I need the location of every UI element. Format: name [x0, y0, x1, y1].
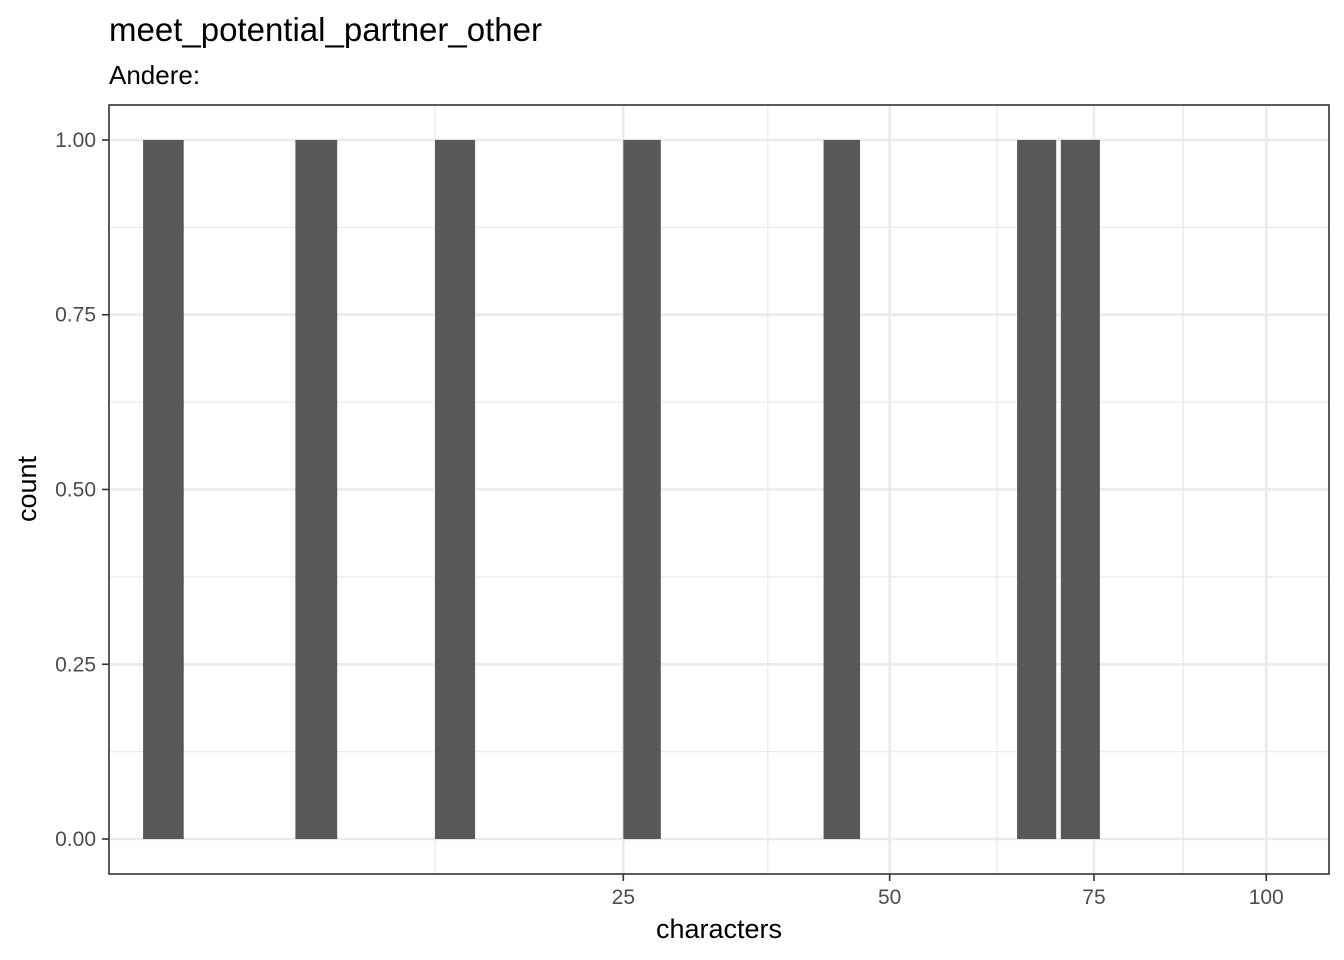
y-tick-label: 0.75 [55, 304, 96, 327]
x-tick-label: 75 [1082, 886, 1105, 909]
histogram-bar [623, 139, 661, 840]
x-tick-label: 100 [1249, 886, 1284, 909]
y-tick-label: 0.25 [55, 653, 96, 676]
x-axis-title: characters [656, 914, 782, 944]
histogram-bar [1017, 139, 1057, 840]
y-tick-label: 0.50 [55, 479, 96, 502]
chart-subtitle: Andere: [109, 60, 200, 90]
histogram-bar [1060, 139, 1100, 840]
y-tick-label: 0.00 [55, 828, 96, 851]
histogram-bar [435, 139, 476, 840]
y-tick-label: 1.00 [55, 129, 96, 152]
x-axis: 25 50 75 100 [612, 874, 1284, 909]
y-axis-title: count [12, 455, 42, 522]
histogram-bar [143, 139, 184, 840]
x-tick-label: 50 [878, 886, 901, 909]
histogram-bars [143, 139, 1100, 840]
x-tick-label: 25 [612, 886, 635, 909]
histogram-bar [295, 139, 338, 840]
chart-title: meet_potential_partner_other [109, 11, 542, 48]
histogram-bar [823, 139, 861, 840]
y-axis: 0.00 0.25 0.50 0.75 1.00 [55, 129, 109, 851]
